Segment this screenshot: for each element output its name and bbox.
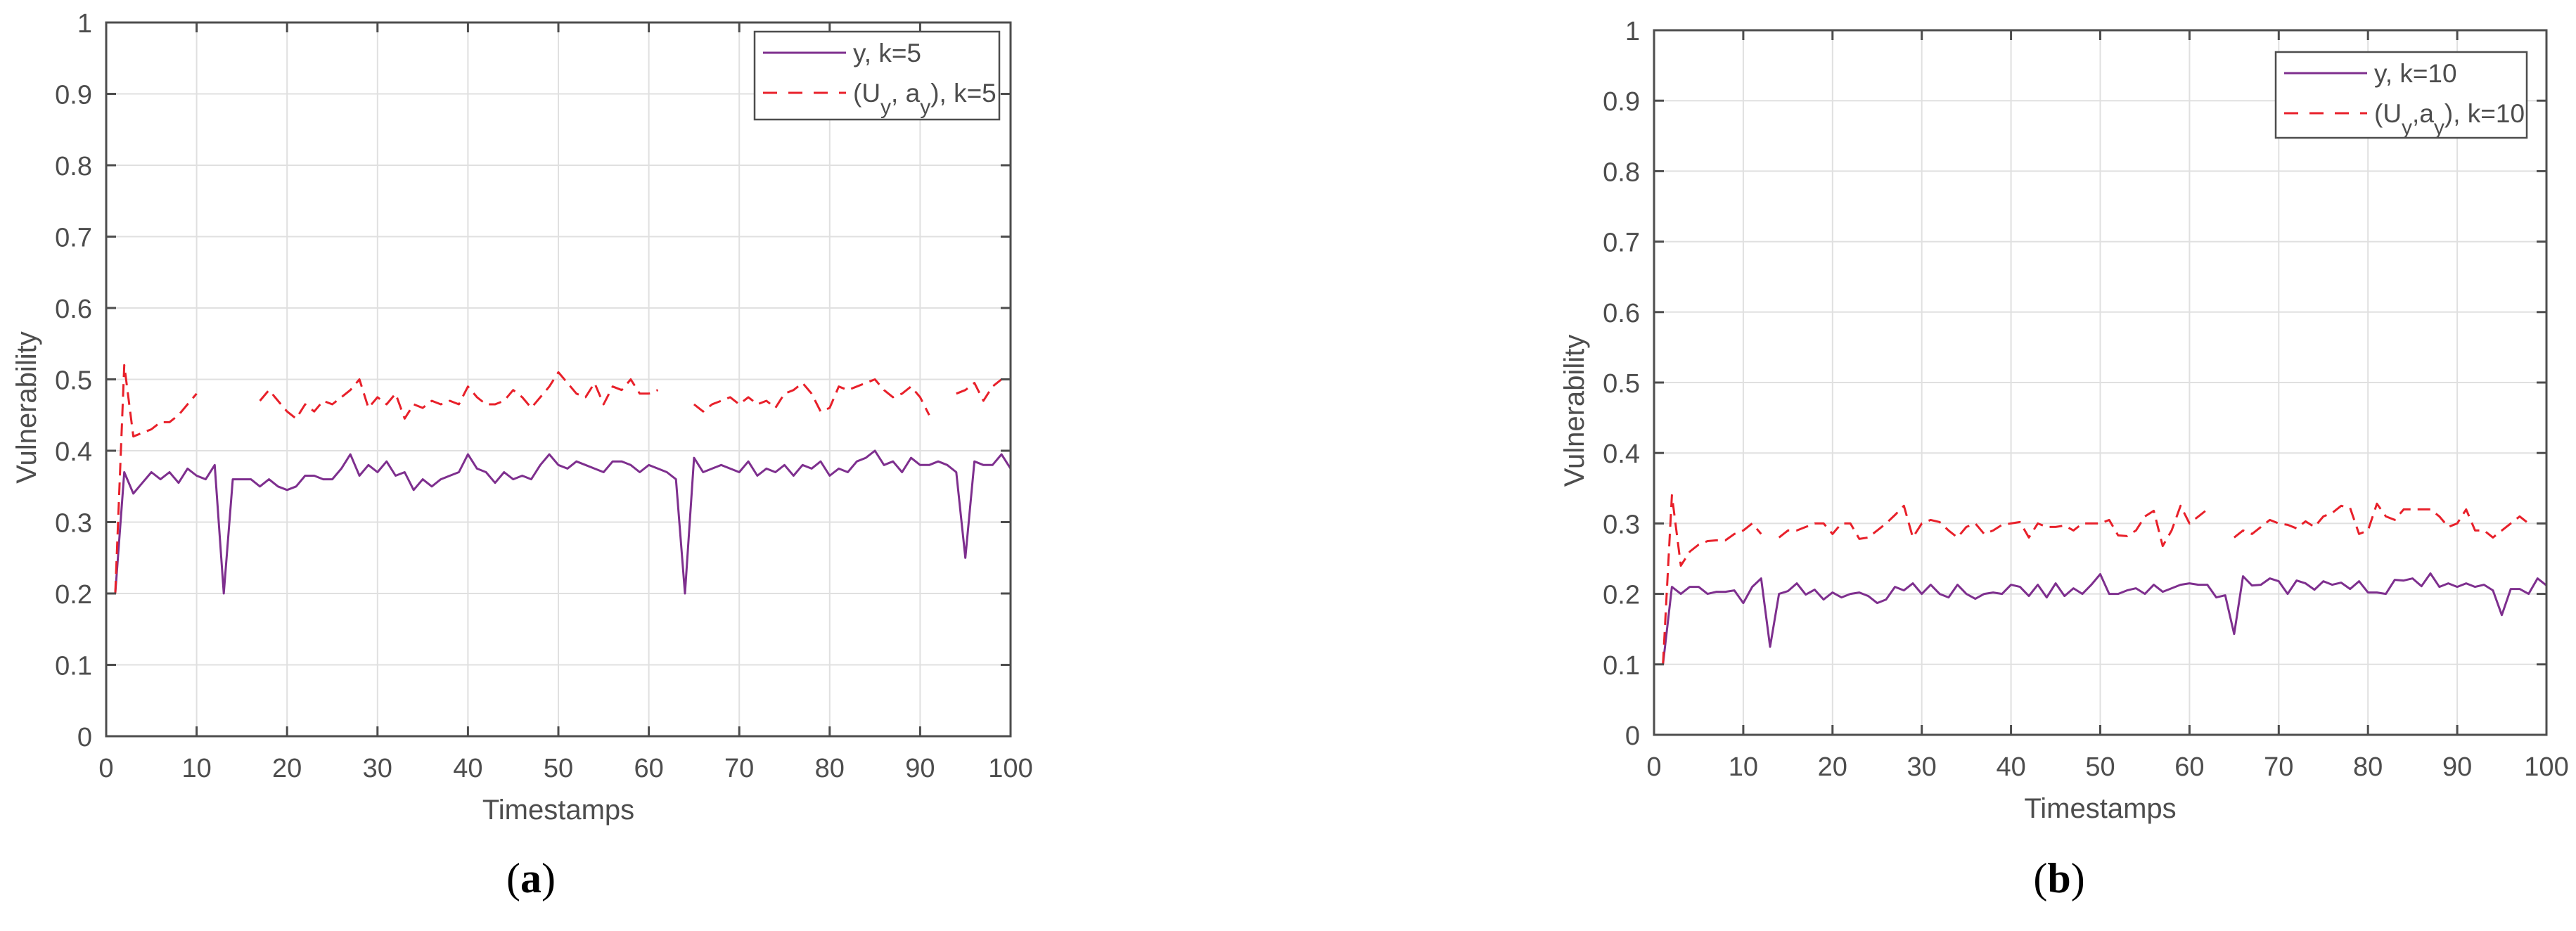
y-tick-label: 1 [1625, 17, 1640, 46]
x-tick-label: 80 [815, 754, 845, 783]
y-tick-label: 1 [77, 9, 92, 39]
y-axis-label: Vulnerability [1559, 335, 1590, 487]
y-tick-label: 0.1 [55, 652, 92, 681]
x-tick-label: 60 [2174, 752, 2204, 782]
series-y-line [114, 449, 1012, 595]
x-tick-label: 90 [2442, 752, 2472, 782]
x-tick-label: 80 [2353, 752, 2383, 782]
y-tick-label: 0.3 [55, 509, 92, 539]
x-axis-label: Timestamps [2024, 793, 2176, 824]
x-tick-label: 20 [1818, 752, 1847, 782]
y-tick-label: 0.8 [55, 152, 92, 181]
legend: y, k=10 (Uy,ay), k=10 [2274, 51, 2528, 139]
x-tick-label: 90 [905, 754, 935, 783]
y-tick-label: 0.6 [55, 295, 92, 324]
y-tick-label: 0 [1625, 721, 1640, 751]
legend: y, k=5 (Uy, ay), k=5 [753, 30, 1001, 121]
chart-a-plot: 0 10 20 30 40 50 60 70 80 90 100 0 0.1 0.2 0.3 0.4 0.5 0.… [11, 9, 1033, 826]
x-tick-label: 50 [2085, 752, 2115, 782]
x-tick-label: 30 [1907, 752, 1937, 782]
legend-entry-y: y, k=5 [853, 39, 921, 68]
series-uy-ay-line [114, 364, 1003, 594]
y-tick-label: 0 [77, 723, 92, 752]
x-tick-label: 60 [634, 754, 663, 783]
panel-b: 0 10 20 30 40 50 60 70 80 90 100 0 0.1 0.2 0.3 0.4 0.5 0.… [1533, 0, 2576, 931]
y-tick-label: 0.5 [1603, 369, 1640, 399]
y-tick-label: 0.7 [1603, 229, 1640, 258]
x-axis-label: Timestamps [482, 795, 634, 826]
y-axis-label: Vulnerability [11, 331, 42, 483]
y-tick-label: 0.4 [55, 437, 92, 467]
axes: 0 10 20 30 40 50 60 70 80 90 100 0 0.1 0.2 0.3 0.4 0.5 0.… [11, 9, 1033, 826]
legend-entry-uy-ay: (Uy,ay), k=10 [2374, 99, 2525, 139]
x-tick-label: 10 [1729, 752, 1758, 782]
legend-entry-y: y, k=10 [2374, 59, 2457, 88]
caption-a-letter: a [520, 855, 542, 901]
x-tick-label: 50 [544, 754, 573, 783]
x-tick-label: 100 [988, 754, 1032, 783]
series-y-line [1662, 572, 2547, 664]
series-uy-ay-line [1662, 494, 2530, 664]
x-tick-label: 70 [724, 754, 754, 783]
x-tick-label: 40 [1996, 752, 2025, 782]
x-tick-label: 100 [2524, 752, 2568, 782]
x-tick-label: 0 [98, 754, 113, 783]
y-tick-label: 0.8 [1603, 158, 1640, 187]
y-tick-label: 0.2 [1603, 581, 1640, 610]
y-tick-label: 0.9 [1603, 87, 1640, 117]
caption-a: (a) [506, 855, 556, 901]
y-tick-label: 0.3 [1603, 510, 1640, 539]
y-tick-label: 0.5 [55, 366, 92, 396]
x-tick-label: 20 [272, 754, 302, 783]
x-tick-label: 0 [1646, 752, 1661, 782]
caption-b: (b) [2033, 855, 2085, 901]
x-tick-label: 10 [181, 754, 211, 783]
panel-a: 0 10 20 30 40 50 60 70 80 90 100 0 0.1 0.2 0.3 0.4 0.5 0.… [0, 0, 1055, 931]
y-tick-label: 0.4 [1603, 439, 1640, 469]
y-tick-label: 0.6 [1603, 299, 1640, 328]
legend-entry-uy-ay: (Uy, ay), k=5 [853, 79, 997, 119]
y-tick-label: 0.9 [55, 81, 92, 110]
caption-b-letter: b [2047, 855, 2071, 901]
x-tick-label: 40 [453, 754, 482, 783]
x-tick-label: 70 [2264, 752, 2293, 782]
axes: 0 10 20 30 40 50 60 70 80 90 100 0 0.1 0.2 0.3 0.4 0.5 0.… [1559, 17, 2569, 824]
y-tick-label: 0.1 [1603, 651, 1640, 681]
y-tick-label: 0.2 [55, 580, 92, 610]
x-tick-label: 30 [363, 754, 392, 783]
y-tick-label: 0.7 [55, 224, 92, 253]
chart-b-plot: 0 10 20 30 40 50 60 70 80 90 100 0 0.1 0.2 0.3 0.4 0.5 0.… [1559, 17, 2569, 824]
